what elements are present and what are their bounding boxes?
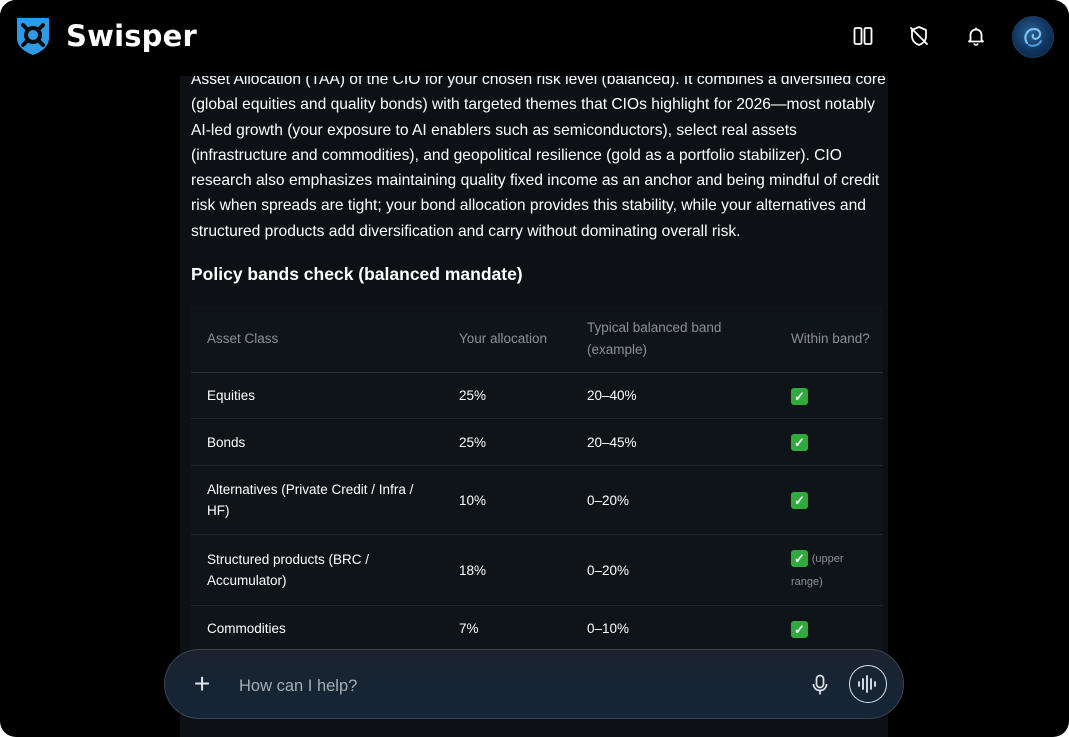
check-mark-icon: ✓: [791, 620, 808, 638]
user-avatar[interactable]: [1012, 16, 1054, 58]
check-mark-icon: ✓: [791, 549, 808, 567]
within-band-note: (upper range): [791, 553, 844, 588]
within-band-cell: ✓ (upper range): [775, 534, 883, 606]
bell-icon[interactable]: [964, 24, 988, 48]
within-band-cell: ✓: [775, 465, 883, 535]
table-row: Commodities 7% 0–10% ✓: [191, 605, 883, 652]
assistant-message-paragraph: Asset Allocation (TAA) of the CIO for yo…: [191, 71, 886, 240]
table-row: Alternatives (Private Credit / Infra / H…: [191, 465, 883, 535]
allocation-cell: 10%: [443, 465, 571, 535]
allocation-cell: 7%: [443, 605, 571, 652]
allocation-cell: 25%: [443, 372, 571, 419]
table-row: Equities 25% 20–40% ✓: [191, 372, 883, 419]
band-cell: 20–45%: [571, 418, 775, 466]
swisper-logo-icon: [14, 16, 52, 56]
avatar-image-icon: [1024, 27, 1042, 47]
section-heading: Policy bands check (balanced mandate): [191, 264, 523, 284]
table-row: Bonds 25% 20–45% ✓: [191, 418, 883, 466]
band-cell: 0–20%: [571, 534, 775, 606]
column-header-band: Typical balanced band (example): [571, 306, 775, 373]
table-row: Structured products (BRC / Accumulator) …: [191, 534, 883, 606]
asset-cell: Alternatives (Private Credit / Infra / H…: [191, 465, 443, 535]
chat-composer: +: [164, 649, 904, 719]
microphone-icon[interactable]: [811, 674, 829, 696]
shield-off-icon[interactable]: [907, 24, 931, 48]
chat-message-area: Asset Allocation (TAA) of the CIO for yo…: [180, 71, 888, 737]
allocation-cell: 18%: [443, 534, 571, 606]
column-header-allocation: Your allocation: [443, 306, 571, 373]
check-mark-icon: ✓: [791, 492, 808, 510]
within-band-cell: ✓: [775, 605, 883, 652]
band-cell: 0–20%: [571, 465, 775, 535]
asset-cell: Bonds: [191, 418, 443, 466]
band-cell: 20–40%: [571, 372, 775, 419]
check-mark-icon: ✓: [791, 434, 808, 452]
band-cell: 0–10%: [571, 605, 775, 652]
column-header-within-band: Within band?: [775, 306, 883, 373]
voice-mode-button[interactable]: [849, 665, 887, 703]
app-brand-name: Swisper: [66, 19, 198, 53]
waveform-icon: [858, 675, 876, 693]
sidebar-toggle-icon[interactable]: [851, 24, 875, 48]
policy-bands-table: Asset Class Your allocation Typical bala…: [191, 306, 883, 652]
asset-cell: Equities: [191, 372, 443, 419]
check-mark-icon: ✓: [791, 387, 808, 405]
allocation-cell: 25%: [443, 418, 571, 466]
asset-cell: Commodities: [191, 605, 443, 652]
top-bar: Swisper: [0, 0, 1069, 76]
within-band-cell: ✓: [775, 418, 883, 466]
chat-input[interactable]: [237, 670, 761, 702]
table-header-row: Asset Class Your allocation Typical bala…: [191, 306, 883, 373]
column-header-asset-class: Asset Class: [191, 306, 443, 373]
add-attachment-button[interactable]: +: [193, 668, 211, 699]
asset-cell: Structured products (BRC / Accumulator): [191, 534, 443, 606]
within-band-cell: ✓: [775, 372, 883, 419]
